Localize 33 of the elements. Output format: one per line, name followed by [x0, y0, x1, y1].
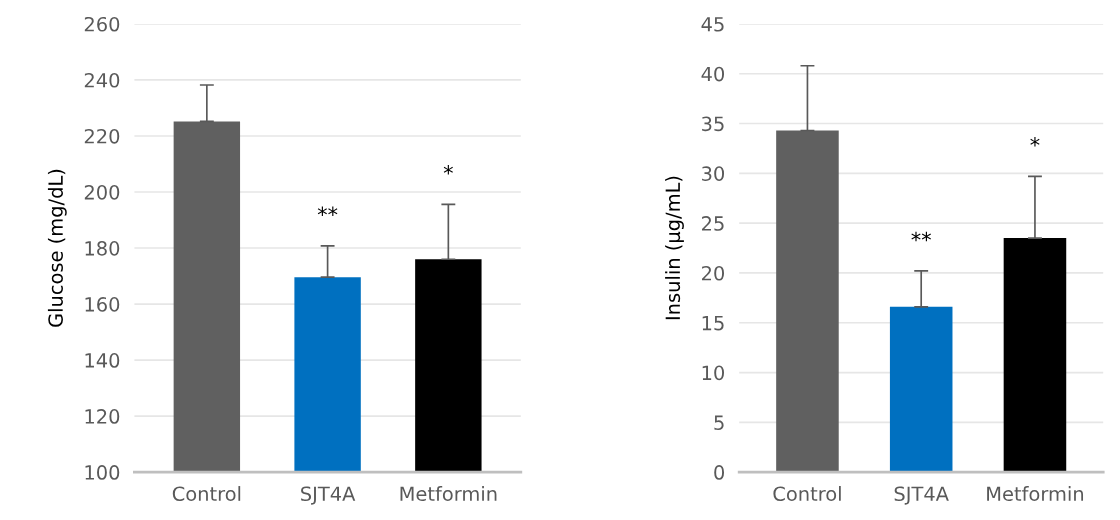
x-tick-label: SJT4A	[301, 486, 356, 505]
x-tick-label: Control	[773, 486, 841, 502]
y-tick-label: 180	[85, 241, 120, 256]
y-tick-label: 240	[84, 72, 120, 88]
annotation: **	[911, 231, 931, 242]
y-tick-label: 100	[85, 465, 120, 480]
y-tick-label: 5	[714, 415, 724, 431]
annotation: *	[1030, 137, 1040, 147]
y-tick-label: 10	[702, 365, 725, 381]
y-tick-label: 140	[85, 353, 120, 368]
y-tick-label: 35	[702, 116, 724, 132]
y-tick-label: 45	[701, 17, 724, 32]
y-tick-label: 200	[84, 184, 120, 200]
x-tick-label: Control	[172, 486, 241, 502]
y-tick-label: 220	[84, 128, 120, 144]
x-tick-label: Metformin	[400, 486, 497, 502]
y-tick-label: 15	[702, 315, 724, 331]
y-axis-title: Glucose (mg/dL)	[47, 169, 67, 327]
y-tick-label: 20	[701, 265, 725, 281]
y-tick-label: 30	[702, 166, 725, 181]
y-tick-label: 40	[701, 66, 725, 82]
x-tick-label: Metformin	[987, 486, 1084, 502]
annotation: **	[317, 206, 338, 217]
y-tick-label: 120	[85, 409, 120, 424]
bar	[1003, 238, 1067, 473]
y-tick-label: 160	[85, 297, 120, 312]
y-tick-label: 0	[714, 465, 725, 480]
annotation: *	[443, 165, 453, 175]
y-tick-label: 260	[84, 16, 120, 32]
y-axis-title: Insulin (µg/mL)	[665, 176, 684, 320]
x-tick-label: SJT4A	[894, 486, 949, 505]
y-tick-label: 25	[701, 216, 724, 231]
bar	[889, 306, 953, 473]
